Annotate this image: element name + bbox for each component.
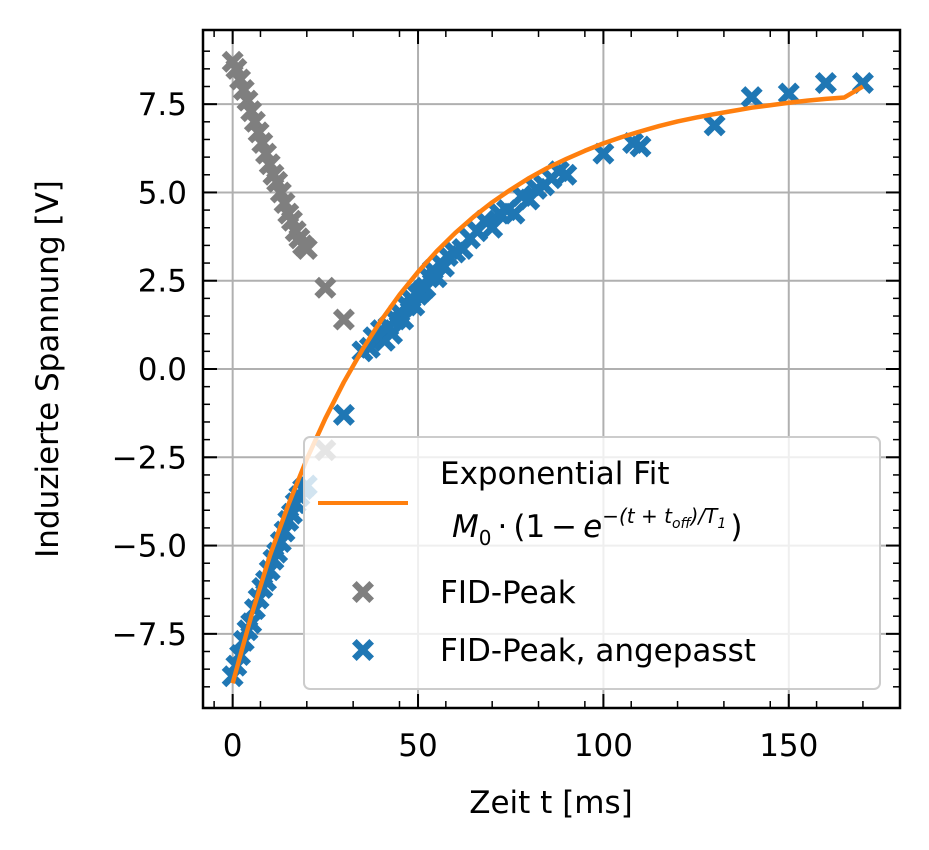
- legend-fit-formula: M0 · (1− e−(t + toff)/T1): [452, 504, 742, 550]
- scatter-point-fid-peak-angepasst: [814, 71, 837, 94]
- series-layer: [221, 50, 874, 688]
- y-axis-label: Induzierte Spannung [V]: [30, 180, 66, 558]
- scatter-point-fid-peak-angepasst: [503, 202, 526, 225]
- formula-M-sub: 0: [479, 526, 492, 550]
- scatter-point-fid-peak-angepasst: [481, 216, 504, 239]
- scatter-point-fid-peak-angepasst: [592, 142, 615, 165]
- y-tick-label: 5.0: [138, 175, 187, 211]
- scatter-point-fid-peak-angepasst: [703, 114, 726, 137]
- legend-fid-peak-angepasst-marker: [352, 639, 374, 661]
- scatter-point-fid-peak-angepasst: [740, 86, 763, 109]
- formula-minus: −: [551, 509, 577, 545]
- scatter-point-fid-peak: [295, 237, 318, 260]
- y-tick-label: 7.5: [138, 87, 187, 123]
- y-tick-label: −2.5: [112, 440, 187, 476]
- formula-exponent: −(t + t: [602, 504, 673, 528]
- y-tick-label: −7.5: [112, 617, 187, 653]
- formula-exponent-sub: off: [672, 516, 693, 532]
- x-tick-label: 50: [398, 728, 437, 764]
- x-axis-label: Zeit t [ms]: [469, 785, 632, 821]
- x-tick-label: 150: [759, 728, 818, 764]
- x-tick-label: 100: [574, 728, 633, 764]
- scatter-point-fid-peak: [332, 308, 355, 331]
- axes-frame: [201, 28, 902, 710]
- legend-fid-peak-marker: [352, 581, 374, 603]
- formula-exponent-tail: )/T: [689, 504, 720, 528]
- formula-dot: ·: [497, 509, 507, 545]
- scatter-point-fid-peak: [314, 276, 337, 299]
- legend-fit-label: Exponential Fit: [440, 456, 670, 492]
- formula-e: e: [583, 509, 602, 545]
- plot-area: [221, 50, 874, 688]
- legend-box: [303, 436, 881, 690]
- formula-close: ): [730, 509, 742, 545]
- tick-labels: 0 50 100 150 −7.5 −5.0 −2.5 0.0 2.5 5.0 7.5: [112, 87, 819, 764]
- legend-marker-x: [352, 639, 374, 661]
- scatter-point-fid-peak-angepasst: [629, 135, 652, 158]
- formula-open: (1: [513, 509, 545, 545]
- y-tick-label: 2.5: [138, 264, 187, 300]
- scatter-point-fid-peak-angepasst: [332, 403, 355, 426]
- y-tick-label: −5.0: [112, 529, 187, 565]
- legend-fid-peak-angepasst-label: FID-Peak, angepasst: [440, 633, 756, 669]
- x-tick-label: 0: [223, 728, 243, 764]
- legend-marker-x: [352, 581, 374, 603]
- fit-line: [230, 84, 865, 684]
- formula-M: M: [452, 509, 479, 545]
- legend-fid-peak-label: FID-Peak: [440, 575, 576, 611]
- legend: Exponential Fit M0 · (1− e−(t + toff)/T1) F…: [303, 436, 881, 690]
- y-tick-label: 0.0: [138, 352, 187, 388]
- formula-exponent-tail-sub: 1: [717, 516, 726, 532]
- scatter-point-fid-peak-angepasst: [777, 82, 800, 105]
- scatter-point-fid-peak-angepasst: [555, 163, 578, 186]
